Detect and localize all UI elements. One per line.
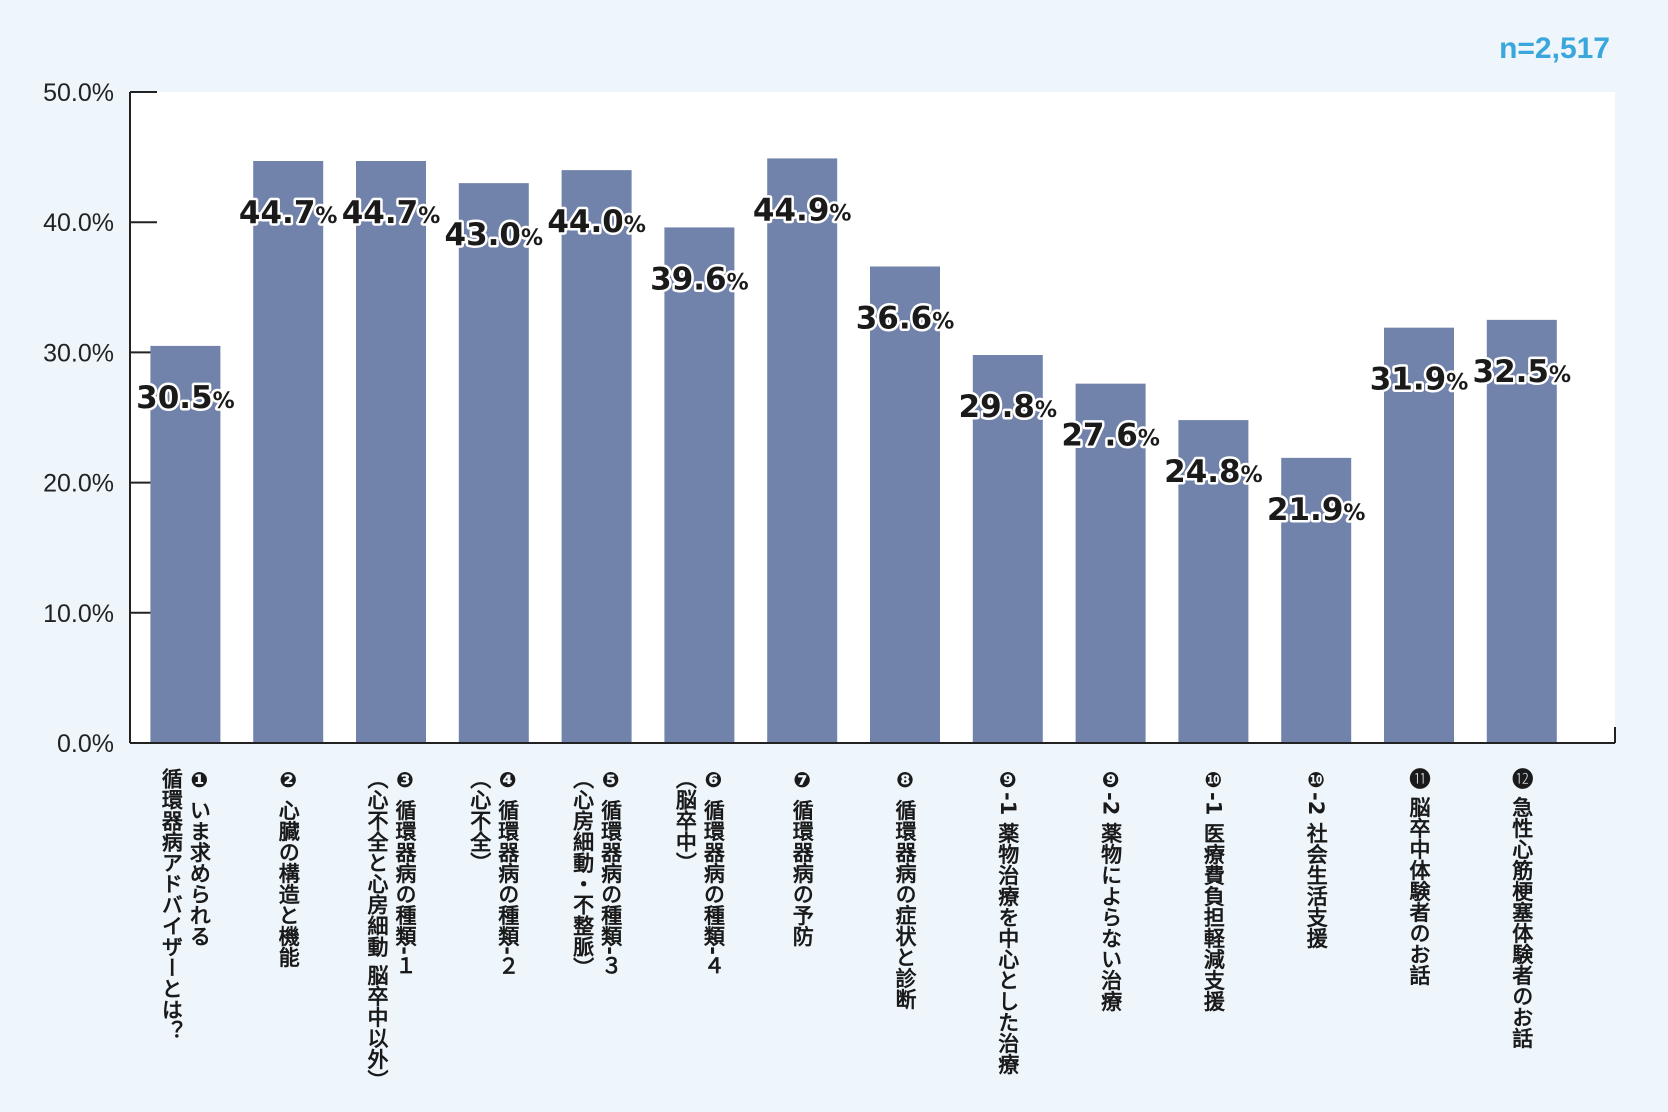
category-label: 循環器病アドバイザーとは？ <box>159 767 184 1041</box>
data-label: 32.5% <box>1473 354 1572 390</box>
bar <box>1178 420 1249 743</box>
bar <box>561 170 632 743</box>
category-label: ❼ 循環器病の予防 <box>790 768 815 947</box>
data-label: 27.6% <box>1061 418 1160 454</box>
data-label: 30.5% <box>136 380 235 416</box>
sample-size-label: n=2,517 <box>1499 32 1610 65</box>
data-label: 44.7% <box>239 195 338 231</box>
bar <box>1281 457 1352 743</box>
category-label: ❿-2 社会生活支援 <box>1304 768 1329 949</box>
category-label: ❾-1 薬物治療を中心とした治療 <box>996 768 1020 1075</box>
data-label: 44.7% <box>342 195 441 231</box>
bar <box>356 161 426 744</box>
category-label: ❽ 循環器病の症状と診断 <box>893 768 918 1011</box>
data-label: 43.0% <box>445 217 544 253</box>
data-label: 21.9% <box>1267 492 1366 528</box>
category-label: ❿-1 医療費負担軽減支援 <box>1201 768 1225 1012</box>
y-axis: 0.0% 10.0% 20.0% 30.0% 40.0% 50.0% <box>43 79 157 758</box>
bar <box>1075 383 1146 743</box>
data-label: 36.6% <box>856 300 955 336</box>
bar <box>1384 327 1454 743</box>
category-label: ❷ 心臓の構造と機能 <box>276 768 300 968</box>
y-tick-label: 20.0% <box>43 470 114 498</box>
bar <box>1486 319 1557 743</box>
category-label: （心不全） <box>468 768 493 873</box>
y-tick-label: 50.0% <box>43 79 114 107</box>
category-label: （心不全と心房細動 脳卒中以外） <box>365 768 390 1090</box>
bar <box>767 158 838 744</box>
x-axis <box>130 727 1616 744</box>
category-label: ❶ いま求められる <box>187 768 211 946</box>
bar <box>150 345 221 743</box>
y-tick-label: 0.0% <box>57 730 114 758</box>
category-label: ❹ 循環器病の種類‐２ <box>496 768 521 976</box>
y-tick-label: 40.0% <box>43 209 114 237</box>
data-label: 29.8% <box>959 389 1058 425</box>
data-label: 24.8% <box>1164 454 1263 490</box>
category-label: ❾-2 薬物によらない治療 <box>1099 768 1123 1012</box>
category-label: ❺ 循環器病の種類‐３ <box>599 768 624 976</box>
bar <box>458 183 529 743</box>
category-label: ⓬ 急性心筋梗塞体験者のお話 <box>1510 767 1535 1048</box>
category-label: ⓫ 脳卒中体験者のお話 <box>1407 767 1431 985</box>
bar <box>664 227 735 743</box>
bars <box>150 158 1557 744</box>
category-label: （心房細動・不整脈） <box>571 768 595 978</box>
data-label: 39.6% <box>650 261 749 297</box>
bar <box>870 266 940 743</box>
category-label: ❸ 循環器病の種類‐１ <box>393 768 418 976</box>
data-label: 31.9% <box>1370 362 1469 398</box>
category-label: （脳卒中） <box>673 768 697 873</box>
bar <box>972 355 1043 743</box>
bar <box>253 161 324 744</box>
y-tick-label: 30.0% <box>43 339 114 367</box>
category-label: ❻ 循環器病の種類‐４ <box>701 768 726 976</box>
value-labels: 30.5%44.7% 44.7%43.0% 44.0%39.6%44.9%36.6%… <box>134 190 1574 530</box>
data-label: 44.0% <box>547 204 646 240</box>
data-label: 44.9% <box>753 192 852 228</box>
y-tick-label: 10.0% <box>43 600 114 628</box>
